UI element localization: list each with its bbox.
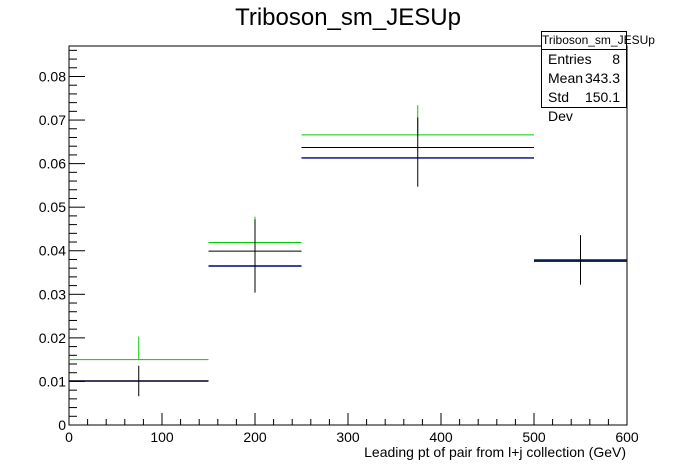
stats-label: Mean <box>548 70 584 86</box>
x-tick-label: 300 <box>336 429 360 445</box>
y-tick-label: 0.05 <box>39 199 66 215</box>
y-tick-label: 0 <box>58 417 66 433</box>
y-tick-label: 0.04 <box>39 243 66 259</box>
x-tick-label: 400 <box>429 429 453 445</box>
x-tick-label: 600 <box>615 429 639 445</box>
x-axis-label: Leading pt of pair from l+j collection (… <box>364 444 626 460</box>
stats-row-mean: Mean 343.3 <box>542 69 626 88</box>
x-tick-label: 500 <box>522 429 546 445</box>
stats-value: 343.3 <box>584 70 620 86</box>
chart-title: Triboson_sm_JESUp <box>235 4 461 31</box>
y-tick-label: 0.08 <box>39 68 66 84</box>
y-tick-label: 0.07 <box>39 112 66 128</box>
stats-box-title: Triboson_sm_JESUp <box>542 32 655 50</box>
y-tick-label: 0.02 <box>39 330 66 346</box>
stats-row-entries: Entries 8 <box>542 50 626 69</box>
stats-value: 150.1 <box>584 89 620 105</box>
stats-box: Triboson_sm_JESUp Entries 8 Mean 343.3 S… <box>541 31 655 124</box>
y-tick-label: 0.03 <box>39 286 66 302</box>
stats-value: 8 <box>612 51 620 67</box>
stats-label: Entries <box>548 51 592 67</box>
y-tick-label: 0.06 <box>39 156 66 172</box>
y-tick-label: 0.01 <box>39 373 66 389</box>
x-tick-label: 200 <box>243 429 267 445</box>
stats-label: Std Dev <box>548 89 573 124</box>
x-tick-label: 100 <box>150 429 174 445</box>
stats-row-stddev: Std Dev 150.1 <box>542 88 626 124</box>
x-tick-label: 0 <box>65 429 73 445</box>
